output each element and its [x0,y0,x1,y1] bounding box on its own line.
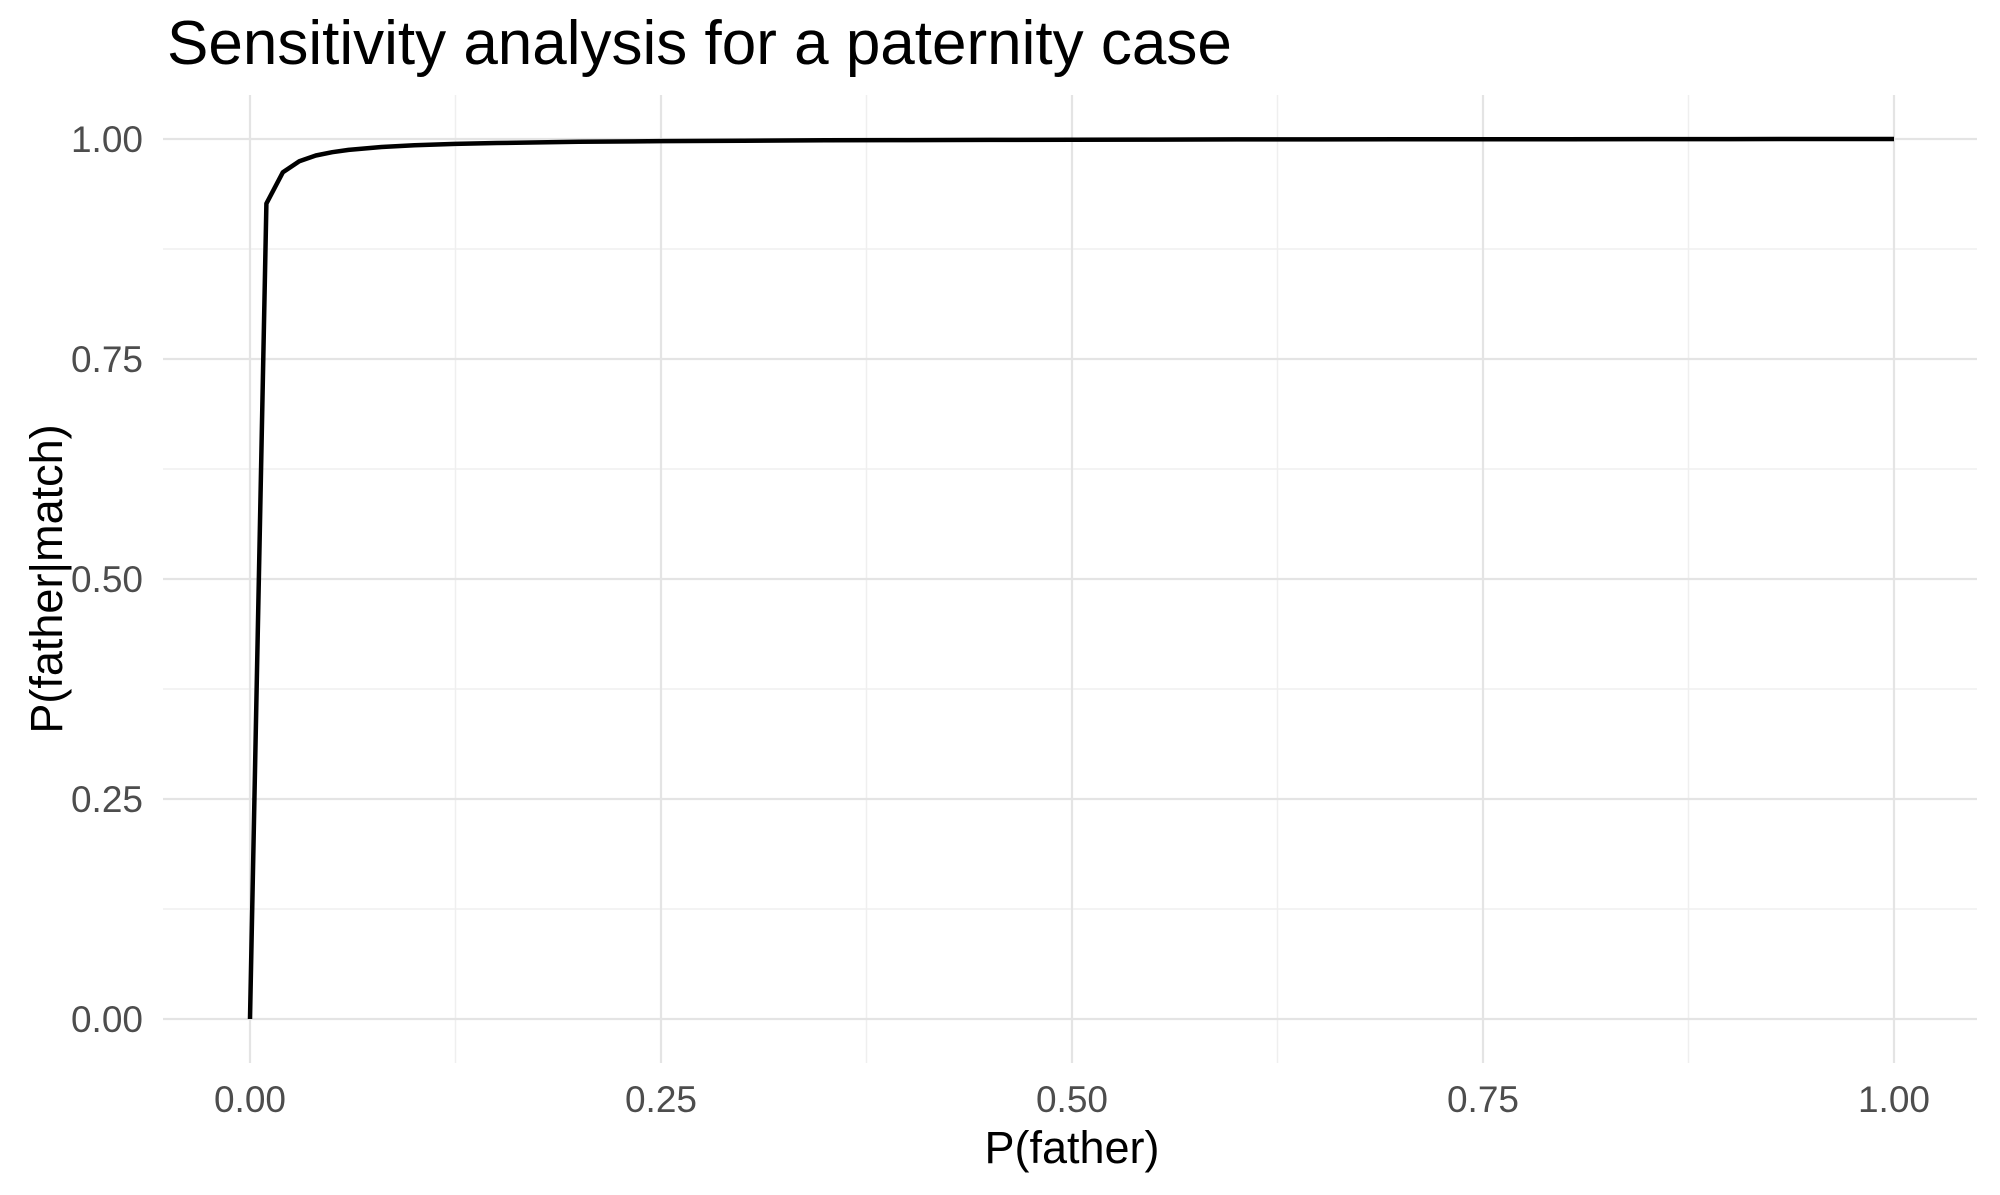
x-tick-label: 1.00 [1858,1079,1930,1120]
x-tick-label: 0.50 [1036,1079,1108,1120]
chart-title: Sensitivity analysis for a paternity cas… [167,9,1232,78]
x-axis-title: P(father) [984,1122,1159,1173]
x-tick-label: 0.75 [1447,1079,1519,1120]
y-axis-tick-labels: 0.00 0.25 0.50 0.75 1.00 [71,119,143,1040]
y-tick-label: 0.75 [71,339,143,380]
posterior-curve [247,136,1894,1020]
gridlines-major [163,95,1977,1063]
y-axis-title: P(father|match) [21,424,72,733]
x-tick-label: 0.25 [625,1079,697,1120]
y-tick-label: 0.25 [71,779,143,820]
data-series [247,136,1894,1020]
y-tick-label: 1.00 [71,119,143,160]
x-axis-tick-labels: 0.00 0.25 0.50 0.75 1.00 [214,1079,1930,1120]
y-tick-label: 0.50 [71,559,143,600]
x-tick-label: 0.00 [214,1079,286,1120]
y-tick-label: 0.00 [71,999,143,1040]
gridlines-minor [163,95,1977,1063]
